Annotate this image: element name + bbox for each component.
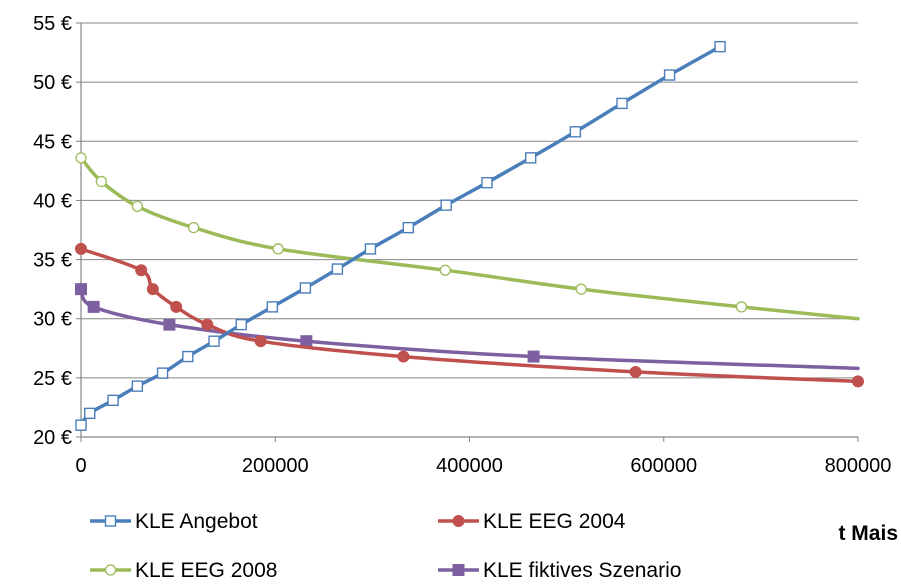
y-tick-label: 50 € <box>33 72 72 94</box>
data-point <box>364 243 377 255</box>
data-point <box>188 221 200 234</box>
legend-label: KLE Angebot <box>135 510 258 533</box>
data-point <box>714 40 726 53</box>
y-tick-label: 25 € <box>33 368 72 390</box>
series-kle-fiktives-szenario <box>75 283 860 371</box>
legend-marker <box>452 564 465 576</box>
data-point <box>663 69 676 81</box>
x-axis-ticks: 0 200000 400000 600000 800000 <box>75 437 891 477</box>
data-point <box>616 97 628 110</box>
y-axis-ticks: 20 € 25 € 30 € 35 € 40 € 45 € 50 € 55 € <box>33 13 81 449</box>
data-point <box>131 200 143 212</box>
data-point <box>397 350 410 363</box>
data-point <box>75 419 87 431</box>
series-kle-angebot <box>75 40 726 431</box>
x-tick-label: 400000 <box>436 455 503 477</box>
data-point <box>75 242 87 255</box>
data-point <box>208 335 220 347</box>
data-point <box>201 318 214 331</box>
series-line-kle-fiktives-szenario <box>79 287 860 371</box>
data-point <box>629 365 642 378</box>
data-point <box>402 221 415 234</box>
legend-label: KLE EEG 2008 <box>135 559 277 582</box>
y-tick-label: 55 € <box>33 13 72 35</box>
series-line-kle-eeg-2008 <box>79 156 860 321</box>
data-point <box>84 407 96 420</box>
data-point <box>735 301 748 313</box>
data-point <box>575 283 587 295</box>
y-tick-label: 45 € <box>33 131 72 153</box>
series-layer <box>75 40 864 431</box>
data-point <box>254 335 267 348</box>
legend-marker <box>452 515 465 527</box>
series-kle-eeg-2004 <box>75 242 864 388</box>
data-point <box>135 264 148 277</box>
data-point <box>87 300 100 313</box>
y-tick-label: 30 € <box>33 309 72 331</box>
series-line-kle-eeg-2004 <box>79 247 860 384</box>
legend: KLE Angebot KLE EEG 2004 KLE EEG 2008 KLE f… <box>90 510 681 582</box>
legend-item-kle-eeg-2008: KLE EEG 2008 <box>90 559 277 582</box>
data-point <box>527 350 540 363</box>
legend-marker <box>104 564 117 576</box>
y-tick-label: 20 € <box>33 427 72 449</box>
data-point <box>146 283 159 296</box>
data-point <box>331 263 344 275</box>
data-point <box>299 282 312 294</box>
data-point <box>235 318 247 331</box>
data-point <box>852 375 864 388</box>
x-tick-label: 0 <box>75 455 86 477</box>
y-tick-label: 40 € <box>33 190 72 212</box>
data-point <box>266 301 279 313</box>
x-axis-title: t Mais <box>838 522 898 545</box>
data-point <box>272 243 284 255</box>
series-kle-eeg-2008 <box>75 152 860 321</box>
data-point <box>440 199 452 211</box>
legend-item-kle-angebot: KLE Angebot <box>90 510 258 533</box>
data-point <box>300 335 313 348</box>
data-point <box>439 264 451 276</box>
data-point <box>170 300 183 313</box>
data-point <box>524 152 537 164</box>
legend-label: KLE EEG 2004 <box>483 510 626 533</box>
legend-item-kle-fiktives-szenario: KLE fiktives Szenario <box>438 559 681 582</box>
x-tick-label: 800000 <box>825 455 892 477</box>
data-point <box>182 350 194 363</box>
x-tick-label: 200000 <box>242 455 309 477</box>
legend-item-kle-eeg-2004: KLE EEG 2004 <box>438 510 626 533</box>
data-point <box>163 318 176 331</box>
legend-marker <box>104 515 117 527</box>
data-point <box>75 283 87 296</box>
data-point <box>569 126 582 138</box>
data-point <box>107 394 119 407</box>
data-point <box>156 367 169 379</box>
gridlines <box>81 22 858 379</box>
y-tick-label: 35 € <box>33 250 72 272</box>
data-point <box>75 152 87 164</box>
data-point <box>481 176 493 189</box>
x-tick-label: 600000 <box>630 455 697 477</box>
data-point <box>131 380 144 392</box>
data-point <box>95 175 108 188</box>
legend-label: KLE fiktives Szenario <box>483 559 681 582</box>
